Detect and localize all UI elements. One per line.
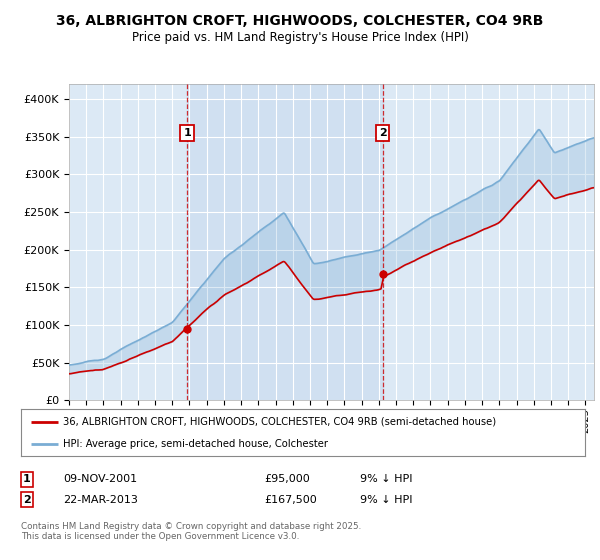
Text: £167,500: £167,500: [264, 494, 317, 505]
Text: 1: 1: [23, 474, 31, 484]
Text: HPI: Average price, semi-detached house, Colchester: HPI: Average price, semi-detached house,…: [64, 438, 328, 449]
Text: Contains HM Land Registry data © Crown copyright and database right 2025.
This d: Contains HM Land Registry data © Crown c…: [21, 522, 361, 542]
Text: £95,000: £95,000: [264, 474, 310, 484]
Text: 36, ALBRIGHTON CROFT, HIGHWOODS, COLCHESTER, CO4 9RB (semi-detached house): 36, ALBRIGHTON CROFT, HIGHWOODS, COLCHES…: [64, 417, 496, 427]
Text: 2: 2: [379, 128, 386, 138]
Text: 1: 1: [183, 128, 191, 138]
Text: 22-MAR-2013: 22-MAR-2013: [63, 494, 138, 505]
Text: 9% ↓ HPI: 9% ↓ HPI: [360, 494, 413, 505]
Text: 9% ↓ HPI: 9% ↓ HPI: [360, 474, 413, 484]
Text: 09-NOV-2001: 09-NOV-2001: [63, 474, 137, 484]
Bar: [187, 84, 383, 400]
Text: Price paid vs. HM Land Registry's House Price Index (HPI): Price paid vs. HM Land Registry's House …: [131, 31, 469, 44]
Text: 36, ALBRIGHTON CROFT, HIGHWOODS, COLCHESTER, CO4 9RB: 36, ALBRIGHTON CROFT, HIGHWOODS, COLCHES…: [56, 14, 544, 28]
Text: 2: 2: [23, 494, 31, 505]
